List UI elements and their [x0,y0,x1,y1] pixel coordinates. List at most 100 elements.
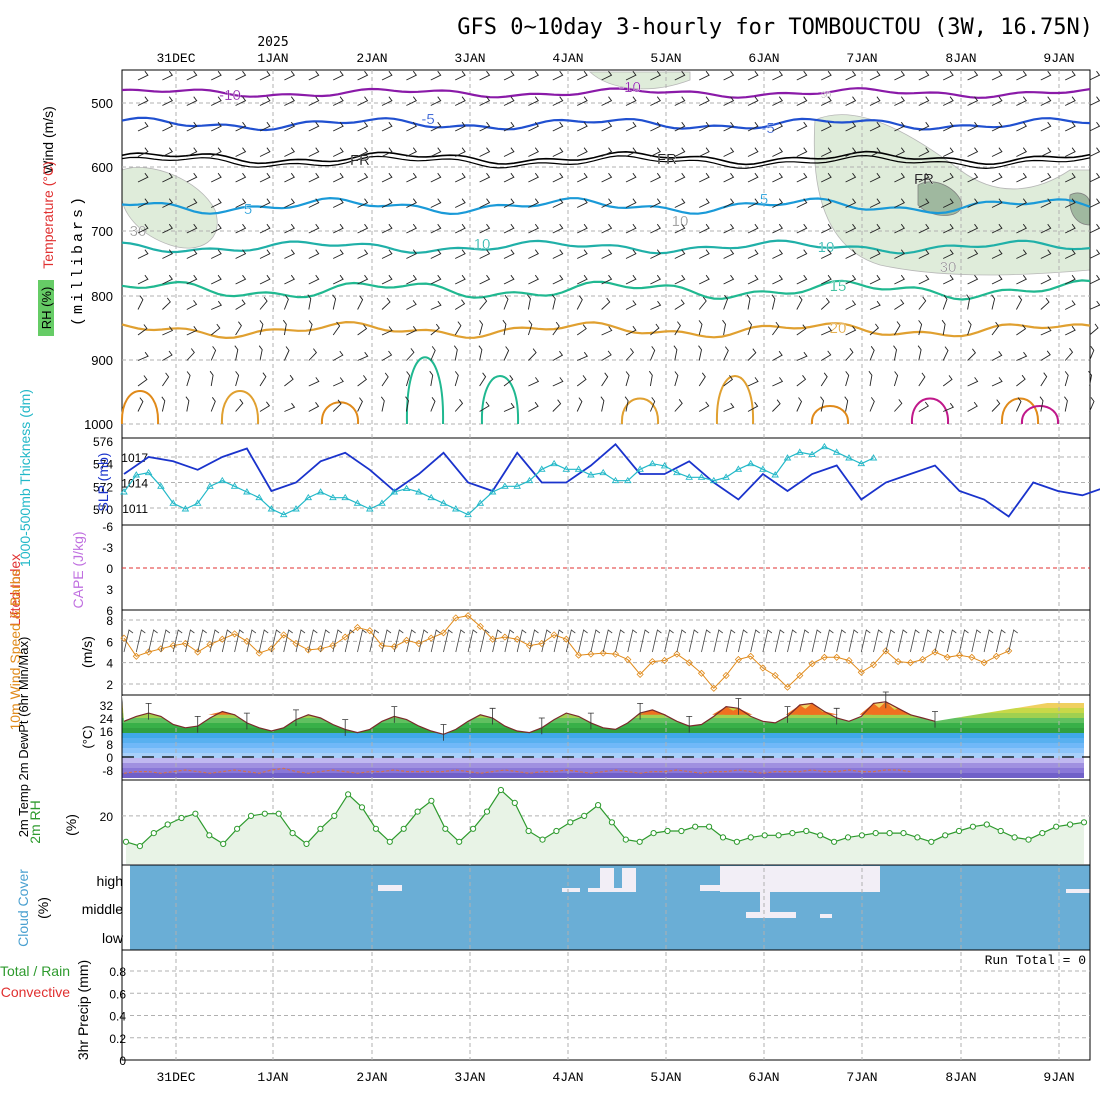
temp-warm-peak [810,711,839,715]
wind-speed-marker [919,655,927,664]
wind-barb [552,147,564,157]
wind-barb [1040,147,1052,157]
temp-warm-peak [798,703,827,715]
wind-barb [821,249,832,259]
wind-barb [918,372,926,387]
temp-warm-peak [884,708,913,715]
rh-point [692,823,699,830]
bottom-date-label: 3JAN [454,1070,485,1085]
wind-barb [1065,249,1076,259]
wind-barb [284,249,295,259]
bottom-date-label: 2JAN [356,1070,387,1085]
bottom-date-label: 4JAN [552,1070,583,1085]
temp-minmax-bar [194,716,201,733]
wind10-barb [295,629,306,653]
upper-ylabel-wind: Wind (m/s) [40,106,56,174]
wind-barb [455,121,466,132]
precip-ytick: 0.6 [109,987,126,1001]
wind-barb [918,223,930,234]
wind-barb [381,198,393,208]
wind-barb [406,198,417,208]
thickness-marker [685,473,693,480]
wind-speed-marker [648,658,656,666]
wind-barb [747,223,759,234]
wind-barb [991,321,1000,336]
wind-barb [357,96,369,106]
wind-barb [1065,198,1076,208]
thickness-marker [144,468,153,476]
thickness-marker [427,493,435,501]
thickness-marker [550,459,558,467]
wind-barb [821,147,832,157]
wind-speed-marker [771,671,779,680]
wind-barb [430,397,436,412]
temp-minmax-bar [391,706,398,723]
rh-point [122,838,130,845]
wind-barb [868,370,873,387]
wind-barb [601,96,613,106]
wind-barb [137,351,149,361]
wind-barb [601,249,613,259]
wind-barb [186,249,198,259]
wind-barb [406,249,417,259]
wind-barb [747,320,753,336]
wind-speed-marker [955,651,964,659]
wind-barb [844,396,849,412]
wind-barb [430,121,442,132]
wind-barb [381,372,389,387]
surface-contour [620,397,660,425]
wind-barb [137,121,149,132]
wind-speed-marker [599,649,607,657]
wind-barb [210,397,216,412]
wind-barb [966,294,971,310]
precip-ylabel-total: Total / Rain [0,963,70,979]
wind-barb [211,121,222,132]
wind-barb [1089,223,1100,234]
wind-barb [674,223,686,234]
rh-point [1080,819,1088,826]
wind-barb [1089,121,1100,132]
rh-point [900,830,907,837]
wind-barb [282,319,287,336]
wind10-barb [443,629,453,653]
wind-barb [674,371,679,387]
wind-barb [869,172,881,183]
wind-barb [991,351,1003,361]
temp-band [122,743,1084,748]
wind-speed-marker [636,670,644,678]
rh-point [497,786,504,794]
thickness-marker [353,499,362,506]
wind-barb [820,297,830,310]
wind-barb [455,96,466,106]
wind-barb [1040,326,1052,336]
wind-barb [406,223,417,234]
wind-barb [723,223,735,234]
thickness-marker [120,488,128,495]
wind-speed-marker [894,658,902,666]
wind-barb [894,147,905,157]
wind-barb [625,121,637,132]
cloud-gap [1066,889,1090,893]
wind-barb [577,198,588,208]
wind-barb [1089,198,1100,208]
contour-label: 15 [830,278,847,295]
wind-speed-marker [722,671,730,680]
wind-barb [601,147,613,157]
rh-ytick: 20 [100,810,114,824]
wind10-barb [160,629,171,653]
wind-barb [821,326,833,336]
rh-point [456,838,463,845]
rh-point [567,819,574,826]
wind-barb [503,96,515,106]
rh-point [706,823,713,830]
wind10-barb [750,629,760,653]
wind-barb [821,274,832,285]
surface-contour [405,356,445,425]
rh-point [1067,821,1074,828]
wind10-barb [787,629,797,653]
rh-point [525,827,532,835]
top-date-label: 6JAN [748,51,779,66]
wind-speed-marker [857,668,865,676]
wind-barb [772,96,783,106]
wind-barb [211,96,222,106]
